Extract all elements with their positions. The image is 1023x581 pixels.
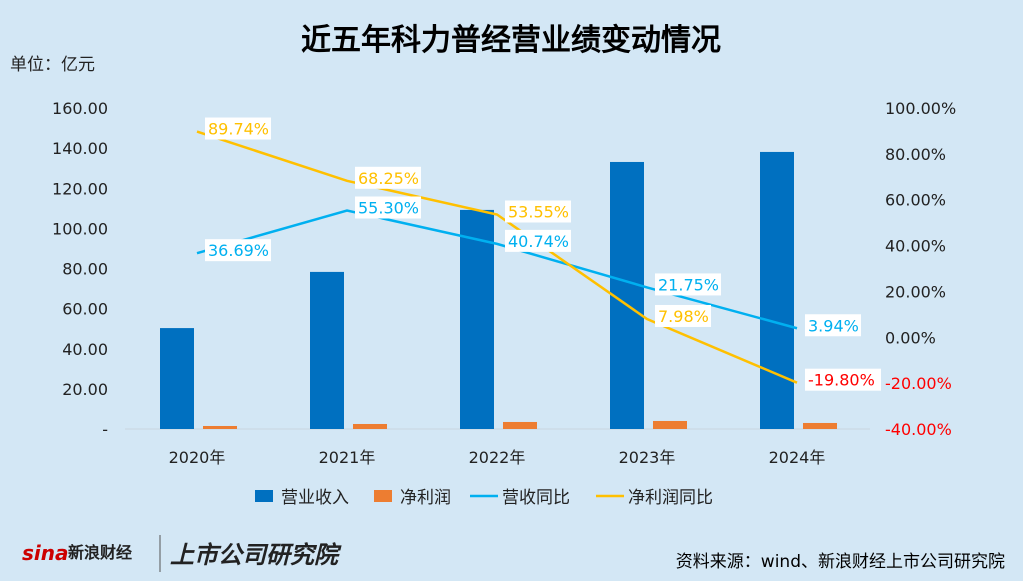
right-tick-label: 60.00% [885,191,946,210]
data-label: 40.74% [508,232,569,251]
data-label: 3.94% [808,316,859,335]
data-label: 68.25% [358,169,419,188]
right-tick-label: 0.00% [885,328,936,347]
legend-swatch [374,490,392,502]
right-tick-label: 40.00% [885,237,946,256]
bar-revenue [760,151,794,429]
data-label: 7.98% [658,307,709,326]
line-revenue-yoy [196,209,798,330]
source-note: 资料来源：wind、新浪财经上市公司研究院 [676,552,1005,572]
bar-revenue [160,328,194,429]
x-tick-label: 2022年 [469,448,526,467]
unit-label: 单位：亿元 [10,55,95,75]
bar-revenue [610,161,644,429]
bar-revenue [310,271,344,429]
bar-net-profit [653,420,687,429]
line-profit-yoy [196,130,798,384]
left-tick-label: 40.00 [62,340,108,359]
left-tick-label: 100.00 [52,219,108,238]
data-label-bg [505,200,571,223]
bar-net-profit [803,422,837,429]
left-tick-label: 140.00 [52,139,108,158]
institute-logo: 上市公司研究院 [170,541,342,569]
left-tick-label: 80.00 [62,260,108,279]
right-tick-label: -20.00% [885,374,952,393]
legend-label: 净利润同比 [628,488,713,508]
bar-net-profit [353,423,387,429]
legend-label: 净利润 [400,488,451,508]
data-label-bg [805,368,881,391]
data-label: 53.55% [508,203,569,222]
chart-title: 近五年科力普经营业绩变动情况 [301,23,721,58]
x-tick-label: 2023年 [619,448,676,467]
right-tick-label: 80.00% [885,145,946,164]
x-tick-label: 2024年 [769,448,826,467]
right-tick-label: -40.00% [885,420,952,439]
data-label-bg [205,239,271,262]
data-label-bg [655,273,721,296]
x-tick-label: 2020年 [169,448,226,467]
legend-swatch [255,490,273,502]
data-label: 21.75% [658,275,719,294]
bar-net-profit [503,421,537,429]
right-tick-label: 100.00% [885,99,956,118]
data-label-bg [355,166,421,189]
legend-label: 营收同比 [502,488,570,508]
right-tick-label: 20.00% [885,282,946,301]
data-label-bg [205,117,271,140]
legend-label: 营业收入 [281,488,349,508]
data-label-bg [355,196,421,219]
data-label: 36.69% [208,241,269,260]
data-label-bg [805,314,861,337]
left-tick-label: - [102,420,108,439]
left-tick-label: 120.00 [52,179,108,198]
sina-logo: sina 新浪财经 上市公司研究院 [22,535,342,572]
svg-text:新浪财经: 新浪财经 [68,543,132,562]
left-tick-label: 160.00 [52,99,108,118]
data-label: 55.30% [358,198,419,217]
bar-net-profit [203,425,237,429]
x-tick-label: 2021年 [319,448,376,467]
bar-revenue [460,209,494,429]
svg-text:sina: sina [22,541,69,565]
data-label: -19.80% [808,371,875,390]
data-label-bg [655,304,711,327]
left-tick-label: 20.00 [62,380,108,399]
data-label: 89.74% [208,120,269,139]
data-label-bg [505,229,571,252]
left-tick-label: 60.00 [62,300,108,319]
